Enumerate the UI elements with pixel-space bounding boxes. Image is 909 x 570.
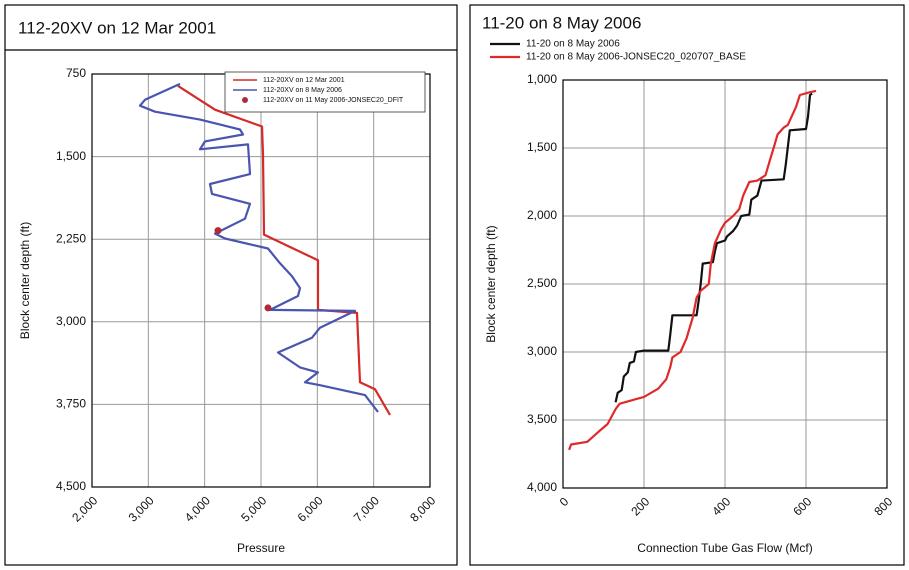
y-tick-label: 750 — [66, 66, 86, 80]
x-tick-label: 800 — [871, 494, 895, 518]
x-axis-label: Connection Tube Gas Flow (Mcf) — [637, 541, 812, 555]
scatter-point — [264, 304, 272, 312]
y-tick-label: 4,000 — [527, 480, 557, 494]
y-axis-label: Block center depth (ft) — [18, 222, 32, 339]
series-line — [138, 82, 379, 413]
scatter-point — [214, 227, 222, 235]
legend-text: 11-20 on 8 May 2006 — [526, 39, 620, 50]
y-tick-label: 1,500 — [527, 140, 557, 154]
series-line — [614, 92, 813, 403]
plot-frame — [562, 79, 888, 489]
x-tick-label: 2,000 — [69, 493, 100, 524]
legend-text: 112-20XV on 8 May 2006 — [263, 87, 342, 94]
x-tick-label: 200 — [628, 494, 652, 518]
chart-title: 11-20 on 8 May 2006 — [482, 13, 641, 32]
legend-text: 112-20XV on 11 May 2006-JONSEC20_DFIT — [263, 97, 404, 104]
y-tick-label: 1,500 — [56, 149, 86, 163]
y-tick-label: 2,000 — [527, 208, 557, 222]
x-tick-label: 0 — [557, 494, 572, 509]
y-tick-label: 3,000 — [56, 314, 86, 328]
y-tick-label: 3,500 — [527, 412, 557, 426]
legend-marker — [242, 97, 248, 103]
legend-text: 11-20 on 8 May 2006-JONSEC20_020707_BASE — [526, 52, 746, 63]
y-tick-label: 3,750 — [56, 397, 86, 411]
x-tick-label: 7,000 — [351, 493, 382, 524]
x-tick-label: 8,000 — [407, 493, 438, 524]
y-tick-label: 1,000 — [527, 72, 557, 86]
x-tick-label: 3,000 — [126, 493, 157, 524]
y-axis-label: Block center depth (ft) — [484, 225, 498, 342]
series-line — [568, 89, 817, 451]
x-tick-label: 4,000 — [182, 493, 213, 524]
x-tick-label: 400 — [709, 494, 733, 518]
chart-title: 112-20XV on 12 Mar 2001 — [18, 18, 216, 37]
x-tick-label: 600 — [790, 494, 814, 518]
panel-border — [4, 4, 458, 566]
series-line — [177, 84, 391, 416]
panel-border — [469, 4, 905, 566]
x-axis-label: Pressure — [237, 541, 285, 555]
legend-text: 112-20XV on 12 Mar 2001 — [263, 77, 345, 84]
y-tick-label: 2,250 — [56, 231, 86, 245]
legend-box — [224, 71, 426, 113]
x-tick-label: 5,000 — [238, 493, 269, 524]
y-tick-label: 3,000 — [527, 344, 557, 358]
y-tick-label: 4,500 — [56, 479, 86, 493]
x-tick-label: 6,000 — [295, 493, 326, 524]
y-tick-label: 2,500 — [527, 276, 557, 290]
